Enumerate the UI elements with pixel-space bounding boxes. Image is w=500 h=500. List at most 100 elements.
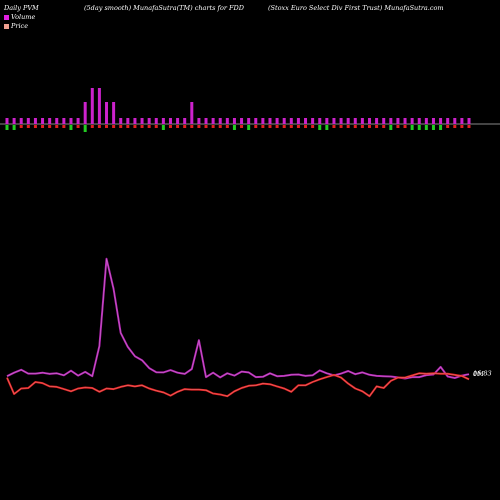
volume-bar-up bbox=[183, 118, 187, 124]
volume-bar-up bbox=[168, 118, 172, 124]
volume-bar-up bbox=[389, 118, 393, 124]
price-line-highlight bbox=[6, 372, 470, 397]
volume-bar-up bbox=[190, 102, 194, 124]
volume-bar-up bbox=[396, 118, 400, 124]
volume-bar-down bbox=[55, 125, 59, 128]
volume-bars bbox=[5, 88, 471, 132]
volume-bar-down bbox=[417, 125, 421, 130]
volume-bar-up bbox=[346, 118, 350, 124]
volume-bar-down bbox=[346, 125, 350, 128]
volume-bar-up bbox=[247, 118, 251, 124]
volume-bar-down bbox=[197, 125, 201, 128]
volume-bar-up bbox=[232, 118, 236, 124]
volume-bar-down bbox=[353, 125, 357, 128]
volume-bar-up bbox=[332, 118, 336, 124]
volume-bar-down bbox=[119, 125, 123, 128]
volume-bar-down bbox=[467, 125, 471, 128]
volume-bar-down bbox=[76, 125, 80, 128]
volume-bar-up bbox=[446, 118, 450, 124]
volume-bar-up bbox=[424, 118, 428, 124]
volume-bar-down bbox=[69, 125, 73, 130]
volume-bar-up bbox=[325, 118, 329, 124]
volume-bar-down bbox=[247, 125, 251, 130]
volume-bar-down bbox=[382, 125, 386, 128]
volume-bar-up bbox=[90, 88, 94, 124]
volume-bar-up bbox=[353, 118, 357, 124]
volume-bar-down bbox=[439, 125, 443, 130]
volume-bar-down bbox=[12, 125, 16, 130]
volume-bar-up bbox=[367, 118, 371, 124]
legend-price-swatch bbox=[4, 23, 9, 29]
volume-bar-down bbox=[41, 125, 45, 128]
volume-bar-up bbox=[453, 118, 457, 124]
volume-bar-down bbox=[360, 125, 364, 128]
volume-bar-up bbox=[360, 118, 364, 124]
volume-bar-down bbox=[296, 125, 300, 128]
volume-bar-down bbox=[204, 125, 208, 128]
volume-bar-up bbox=[197, 118, 201, 124]
volume-bar-up bbox=[19, 118, 23, 124]
volume-bar-down bbox=[389, 125, 393, 130]
volume-end-label: 0M bbox=[473, 370, 484, 378]
volume-bar-up bbox=[26, 118, 30, 124]
volume-bar-down bbox=[410, 125, 414, 130]
volume-bar-up bbox=[410, 118, 414, 124]
volume-bar-up bbox=[254, 118, 258, 124]
price-end-label: 16.83 bbox=[473, 369, 492, 377]
volume-bar-down bbox=[325, 125, 329, 130]
volume-bar-down bbox=[176, 125, 180, 128]
volume-bar-up bbox=[55, 118, 59, 124]
volume-bar-up bbox=[240, 118, 244, 124]
volume-bar-down bbox=[375, 125, 379, 128]
volume-bar-down bbox=[90, 125, 94, 128]
volume-bar-down bbox=[190, 125, 194, 128]
volume-bar-down bbox=[240, 125, 244, 128]
volume-bar-down bbox=[275, 125, 279, 128]
volume-bar-down bbox=[453, 125, 457, 128]
volume-bar-up bbox=[33, 118, 37, 124]
volume-bar-up bbox=[76, 118, 80, 124]
volume-bar-up bbox=[5, 118, 9, 124]
volume-bar-up bbox=[467, 118, 471, 124]
volume-bar-down bbox=[19, 125, 23, 128]
volume-line-highlight bbox=[6, 258, 470, 379]
volume-bar-down bbox=[396, 125, 400, 128]
legend-volume: Volume bbox=[4, 13, 35, 21]
volume-bar-up bbox=[140, 118, 144, 124]
volume-bar-up bbox=[375, 118, 379, 124]
volume-bar-down bbox=[97, 125, 101, 128]
volume-bar-up bbox=[311, 118, 315, 124]
volume-bar-down bbox=[48, 125, 52, 128]
volume-bar-up bbox=[268, 118, 272, 124]
volume-bar-up bbox=[318, 118, 322, 124]
volume-bar-down bbox=[318, 125, 322, 130]
volume-bar-up bbox=[296, 118, 300, 124]
volume-bar-down bbox=[112, 125, 116, 128]
volume-bar-down bbox=[332, 125, 336, 128]
chart-subtitle: (Stoxx Euro Select Div First Trust) Muna… bbox=[268, 4, 444, 12]
volume-bar-up bbox=[417, 118, 421, 124]
volume-bar-down bbox=[161, 125, 165, 130]
volume-bar-down bbox=[62, 125, 66, 128]
volume-bar-down bbox=[33, 125, 37, 128]
volume-bar-down bbox=[403, 125, 407, 128]
volume-bar-up bbox=[48, 118, 52, 124]
volume-bar-up bbox=[339, 118, 343, 124]
volume-bar-up bbox=[460, 118, 464, 124]
volume-bar-down bbox=[147, 125, 151, 128]
volume-bar-down bbox=[126, 125, 130, 128]
chart-title: (5day smooth) MunafaSutra(TM) charts for… bbox=[84, 4, 244, 12]
volume-bar-up bbox=[83, 102, 87, 124]
volume-bar-up bbox=[439, 118, 443, 124]
volume-bar-down bbox=[218, 125, 222, 128]
volume-bar-down bbox=[367, 125, 371, 128]
volume-bar-up bbox=[304, 118, 308, 124]
volume-bar-up bbox=[382, 118, 386, 124]
volume-bar-down bbox=[431, 125, 435, 130]
volume-bar-down bbox=[154, 125, 158, 128]
legend-price-label: Price bbox=[11, 22, 29, 30]
volume-bar-up bbox=[105, 102, 109, 124]
volume-bar-down bbox=[460, 125, 464, 128]
volume-bar-down bbox=[289, 125, 293, 128]
